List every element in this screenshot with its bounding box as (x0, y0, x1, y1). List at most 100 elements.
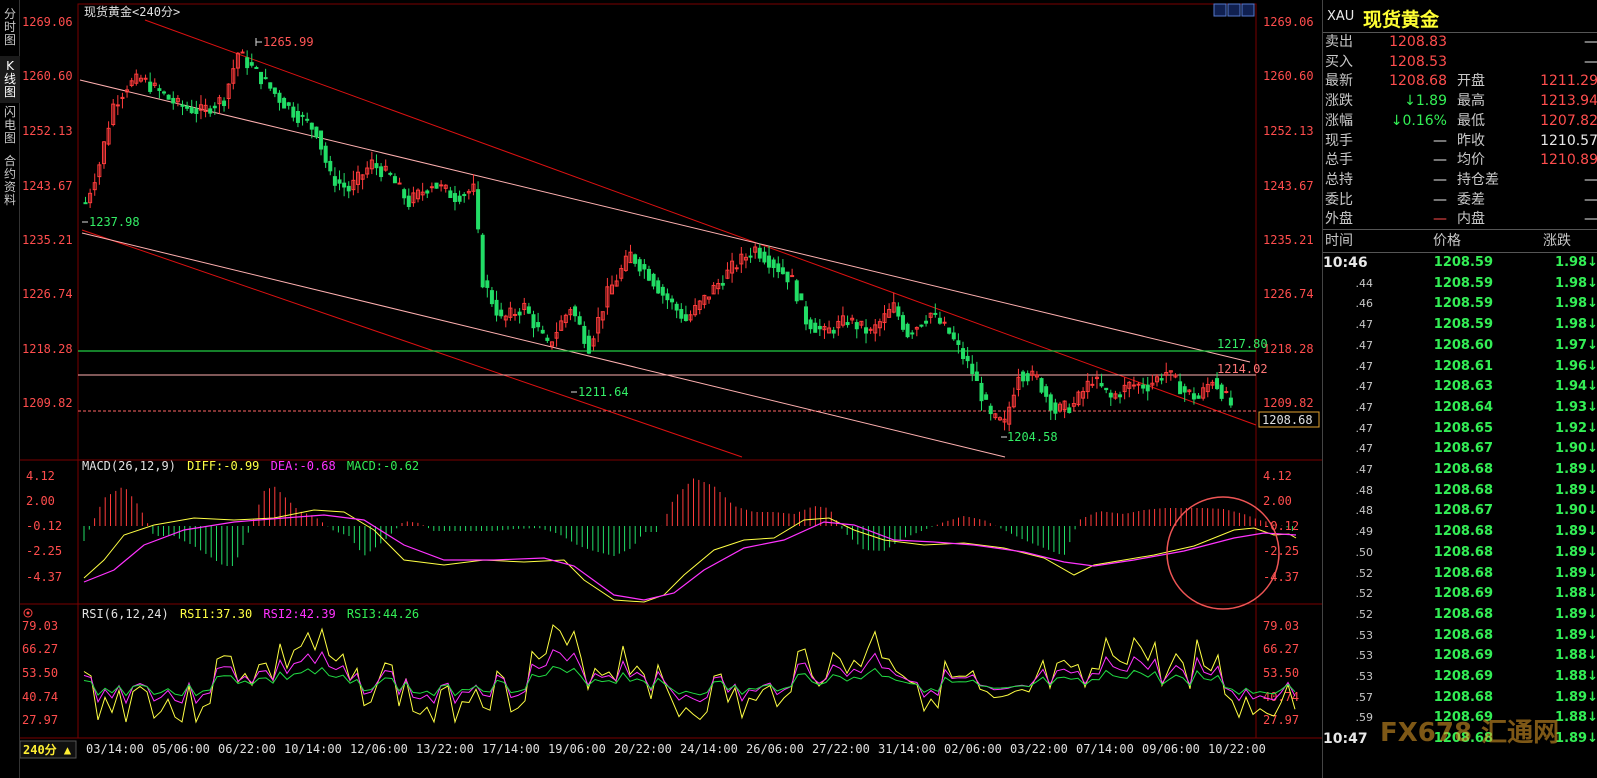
candle-body (208, 108, 213, 114)
candle-body (143, 77, 148, 80)
candle-body (499, 309, 504, 317)
tick-change: 1.89↓ (1555, 627, 1597, 643)
macd-tick-left: -2.25 (26, 544, 62, 558)
tick-price: 1208.68 (1433, 606, 1493, 622)
candle-body (1090, 383, 1095, 386)
pink-line-label: 1214.02 (1217, 362, 1268, 376)
period-button[interactable] (20, 740, 77, 759)
tab-timeshare-chart[interactable]: 分 时 图 (3, 7, 16, 47)
tick-change: 1.89↓ (1555, 482, 1597, 498)
candle-body (536, 322, 541, 328)
tick-row: .59 1208.69 1.88↓ (1323, 708, 1597, 729)
candle-body (896, 306, 901, 317)
candle-body (171, 97, 176, 104)
rsi-settings-icon[interactable] (23, 608, 33, 618)
candle-body (1136, 383, 1141, 386)
candle-body (185, 105, 190, 109)
candle-body (106, 127, 111, 145)
time-tick: 20/22:00 (614, 742, 672, 756)
tab-flash-chart[interactable]: 闪 电 图 (3, 105, 16, 145)
candle-body (503, 315, 508, 321)
candle-body (226, 83, 231, 99)
candle-body (1067, 407, 1072, 413)
tick-change: 1.92↓ (1555, 420, 1597, 436)
quote-label: 外盘 (1325, 211, 1353, 228)
tick-price: 1208.60 (1433, 337, 1493, 353)
rsi-tick-right: 66.27 (1263, 642, 1299, 656)
price-tick-left: 1218.28 (22, 342, 73, 356)
candle-body (947, 327, 952, 334)
tick-time: .53 (1355, 628, 1374, 642)
quote-label: 内盘 (1457, 211, 1485, 228)
rsi-tick-right: 79.03 (1263, 619, 1299, 633)
macd-tick-right: -4.37 (1263, 570, 1299, 584)
tick-price: 1208.59 (1433, 255, 1493, 270)
tick-time: .48 (1355, 504, 1374, 518)
candle-body (1131, 384, 1136, 387)
candle-body (799, 293, 804, 301)
candle-body (1034, 374, 1039, 378)
price-tick-right: 1269.06 (1263, 15, 1314, 29)
quote-label: 买入 (1325, 53, 1353, 70)
tick-row: .47 1208.68 1.89↓ (1323, 460, 1597, 481)
candle-body (1099, 382, 1104, 387)
candle-body (882, 313, 887, 324)
tick-row: .47 1208.64 1.93↓ (1323, 398, 1597, 419)
quote-value: — (1433, 152, 1447, 169)
period-button-label[interactable]: 240分 ▲ (23, 742, 72, 757)
candle-body (577, 316, 582, 325)
tick-row: .52 1208.69 1.88↓ (1323, 584, 1597, 605)
candle-body (868, 328, 873, 331)
candle-body (979, 382, 984, 402)
tab-kline-chart[interactable]: K 线 图 (0, 56, 20, 103)
tab-contract-info[interactable]: 合 约 资 料 (3, 154, 16, 207)
candle-body (485, 280, 490, 288)
tick-table-header: 时间 价格 涨跌 (1323, 229, 1597, 253)
macd-tick-right: 2.00 (1263, 494, 1292, 508)
candle-body (397, 182, 402, 185)
time-tick: 03/14:00 (86, 742, 144, 756)
tick-time: 10:47 (1323, 731, 1368, 748)
candle-body (1150, 382, 1155, 386)
macd-tick-left: -0.12 (26, 519, 62, 533)
highlight-circle (1166, 496, 1280, 610)
quote-row: 卖出 1208.83 — (1323, 33, 1597, 52)
candle-body (152, 82, 157, 86)
candle-body (942, 321, 947, 324)
candle-body (402, 189, 407, 199)
candle-body (780, 267, 785, 275)
tick-price: 1208.64 (1433, 399, 1493, 415)
high-label: 1265.99 (263, 35, 314, 49)
candle-body (706, 296, 711, 300)
candle-body (92, 182, 97, 191)
tick-time: .47 (1355, 359, 1374, 373)
candle-body (434, 182, 439, 189)
quote-label: 最高 (1457, 93, 1485, 110)
candle-body (1071, 402, 1076, 407)
candle-body (217, 97, 222, 105)
tick-row: .53 1208.68 1.89↓ (1323, 626, 1597, 647)
time-tick: 26/06:00 (746, 742, 804, 756)
candle-body (328, 160, 333, 172)
candle-body (1002, 418, 1007, 423)
window-controls[interactable] (1213, 3, 1255, 17)
candle-body (125, 89, 130, 93)
candle-body (416, 189, 421, 200)
rsi-tick-left: 53.50 (22, 666, 58, 680)
tick-time: .47 (1355, 380, 1374, 394)
candle-body (693, 305, 698, 316)
price-axis: 1269.06 1269.06 1260.60 1260.60 1252.13 1252.… (22, 15, 1314, 410)
candle-body (101, 141, 106, 165)
candle-body (1039, 378, 1044, 393)
candle-body (166, 94, 171, 100)
candle-body (374, 163, 379, 169)
tick-row: .52 1208.68 1.89↓ (1323, 564, 1597, 585)
start-label: 1237.98 (89, 215, 140, 229)
tick-time: .47 (1355, 442, 1374, 456)
candle-body (637, 259, 642, 272)
candle-body (748, 255, 753, 258)
quote-row: 涨跌 ↓1.89 最高 1213.94 (1323, 92, 1597, 111)
candle-body (360, 174, 365, 180)
candle-body (300, 114, 305, 117)
